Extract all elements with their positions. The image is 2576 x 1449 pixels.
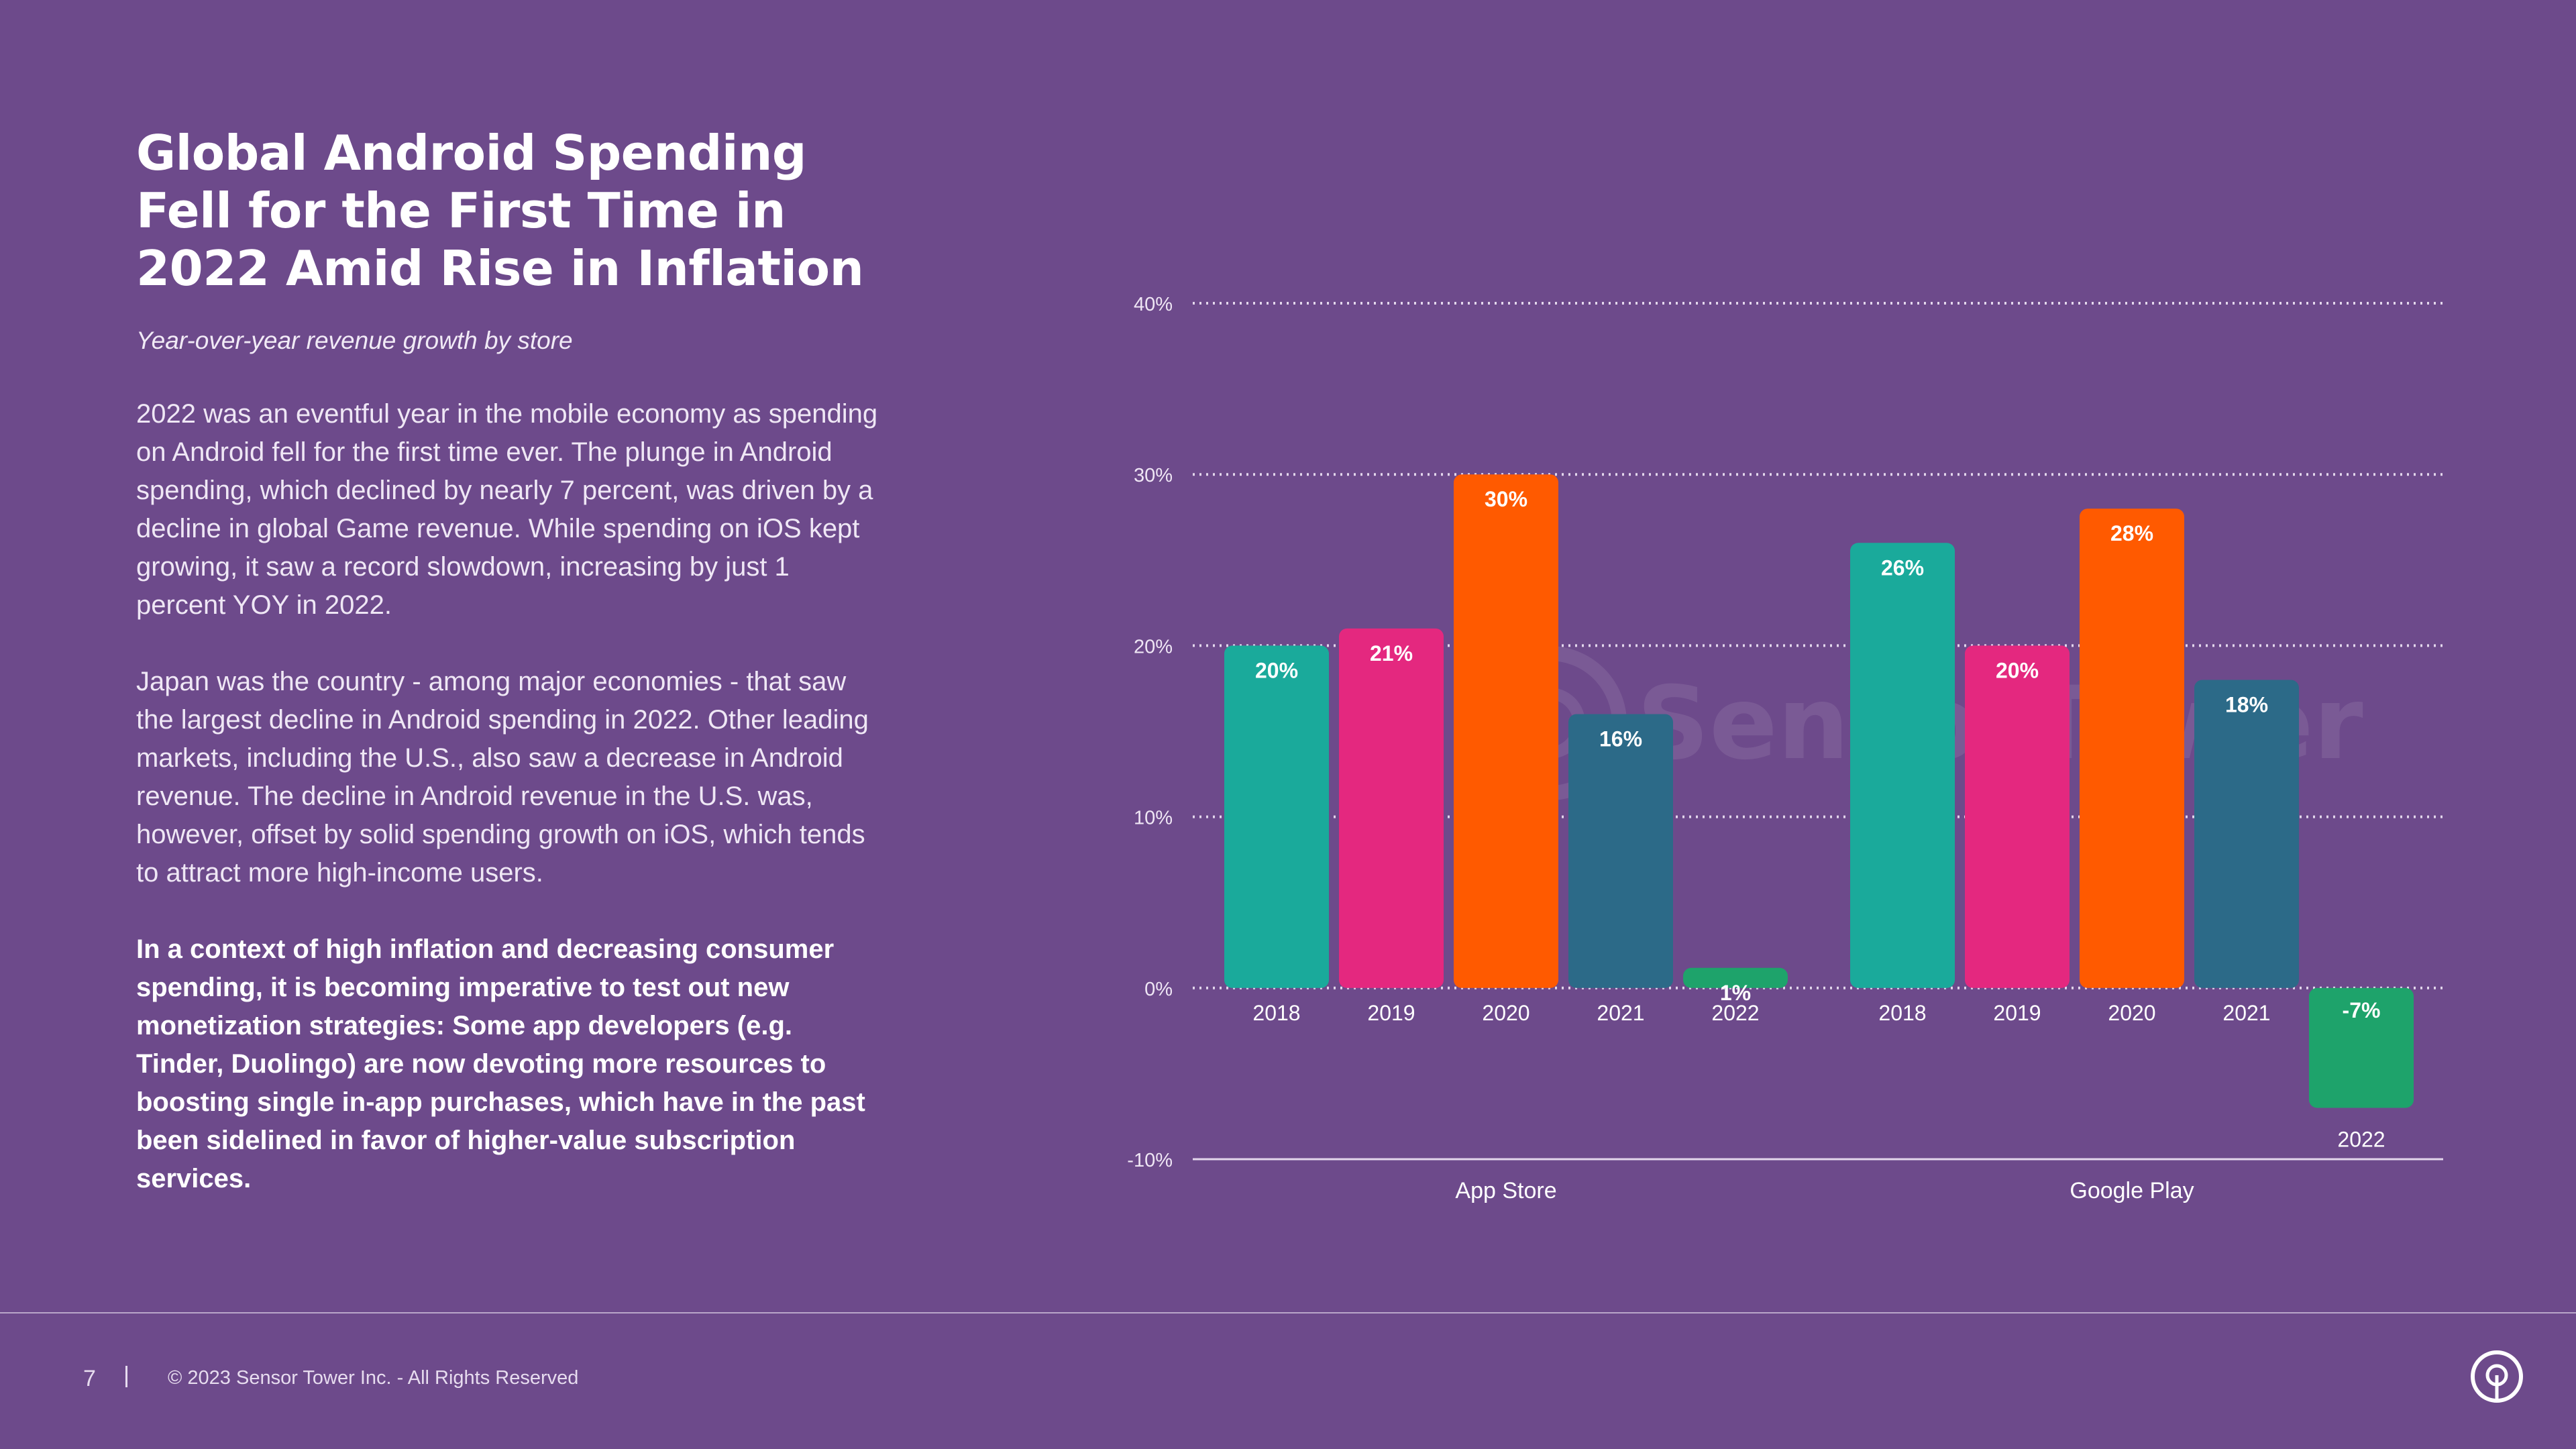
x-tick-label: 2021 [2222, 1001, 2270, 1025]
paragraph-1: 2022 was an eventful year in the mobile … [136, 399, 878, 620]
x-tick-label: 2020 [1482, 1001, 1529, 1025]
bar [1683, 967, 1788, 988]
bar [1568, 714, 1673, 988]
bar-value-label: 18% [2225, 692, 2268, 716]
bar [1965, 645, 2070, 988]
bar [2194, 680, 2299, 988]
bar [2080, 508, 2184, 988]
bar-value-label: 30% [1485, 487, 1527, 511]
x-tick-label: 2019 [1993, 1001, 2041, 1025]
y-tick-label: 10% [1134, 808, 1173, 829]
x-tick-label: 2022 [2337, 1127, 2385, 1151]
bar-value-label: -7% [2343, 998, 2381, 1022]
page-subtitle: Year-over-year revenue growth by store [136, 327, 573, 354]
footer-divider [0, 1312, 2576, 1313]
bar-value-label: 20% [1255, 658, 1298, 682]
page-number: 7 [83, 1366, 96, 1391]
y-tick-label: 40% [1134, 294, 1173, 315]
text-panel: Global Android Spending Fell for the Fir… [136, 124, 881, 1198]
bar [2309, 987, 2414, 1108]
y-tick-label: 20% [1134, 636, 1173, 657]
y-tick-label: 0% [1144, 979, 1173, 1000]
group-label: Google Play [2070, 1178, 2194, 1203]
paragraph-2: Japan was the country - among major econ… [136, 667, 869, 888]
bar [1850, 543, 1955, 988]
bar [1454, 474, 1558, 988]
x-tick-label: 2022 [1711, 1001, 1759, 1025]
x-tick-label: 2018 [1878, 1001, 1926, 1025]
paragraph-3: In a context of high inflation and decre… [136, 934, 865, 1193]
group-label: App Store [1455, 1178, 1556, 1203]
bar [1339, 628, 1444, 988]
bar-value-label: 26% [1881, 555, 1924, 580]
sensor-tower-logo-icon [2471, 1350, 2523, 1403]
chart-labels: -10% 0% 10% 20% 30% 40% 20% 2018 21% 2019 30% 2020 1… [1127, 294, 2385, 1203]
y-tick-label: -10% [1127, 1150, 1173, 1171]
footer-separator [125, 1366, 127, 1387]
bar-value-label: 28% [2110, 521, 2153, 545]
x-tick-label: 2020 [2108, 1001, 2155, 1025]
bar-value-label: 1% [1720, 981, 1751, 1005]
bar-value-label: 16% [1599, 727, 1642, 751]
bar-value-label: 21% [1370, 641, 1413, 665]
page-title: Global Android Spending Fell for the Fir… [136, 125, 864, 297]
copyright-text: © 2023 Sensor Tower Inc. - All Rights Re… [168, 1367, 579, 1389]
x-tick-label: 2021 [1597, 1001, 1644, 1025]
x-tick-label: 2018 [1252, 1001, 1300, 1025]
x-tick-label: 2019 [1367, 1001, 1415, 1025]
chart-bars [1224, 474, 2414, 1108]
y-tick-label: 30% [1134, 465, 1173, 486]
bar [1224, 645, 1329, 988]
bar-value-label: 20% [1996, 658, 2039, 682]
